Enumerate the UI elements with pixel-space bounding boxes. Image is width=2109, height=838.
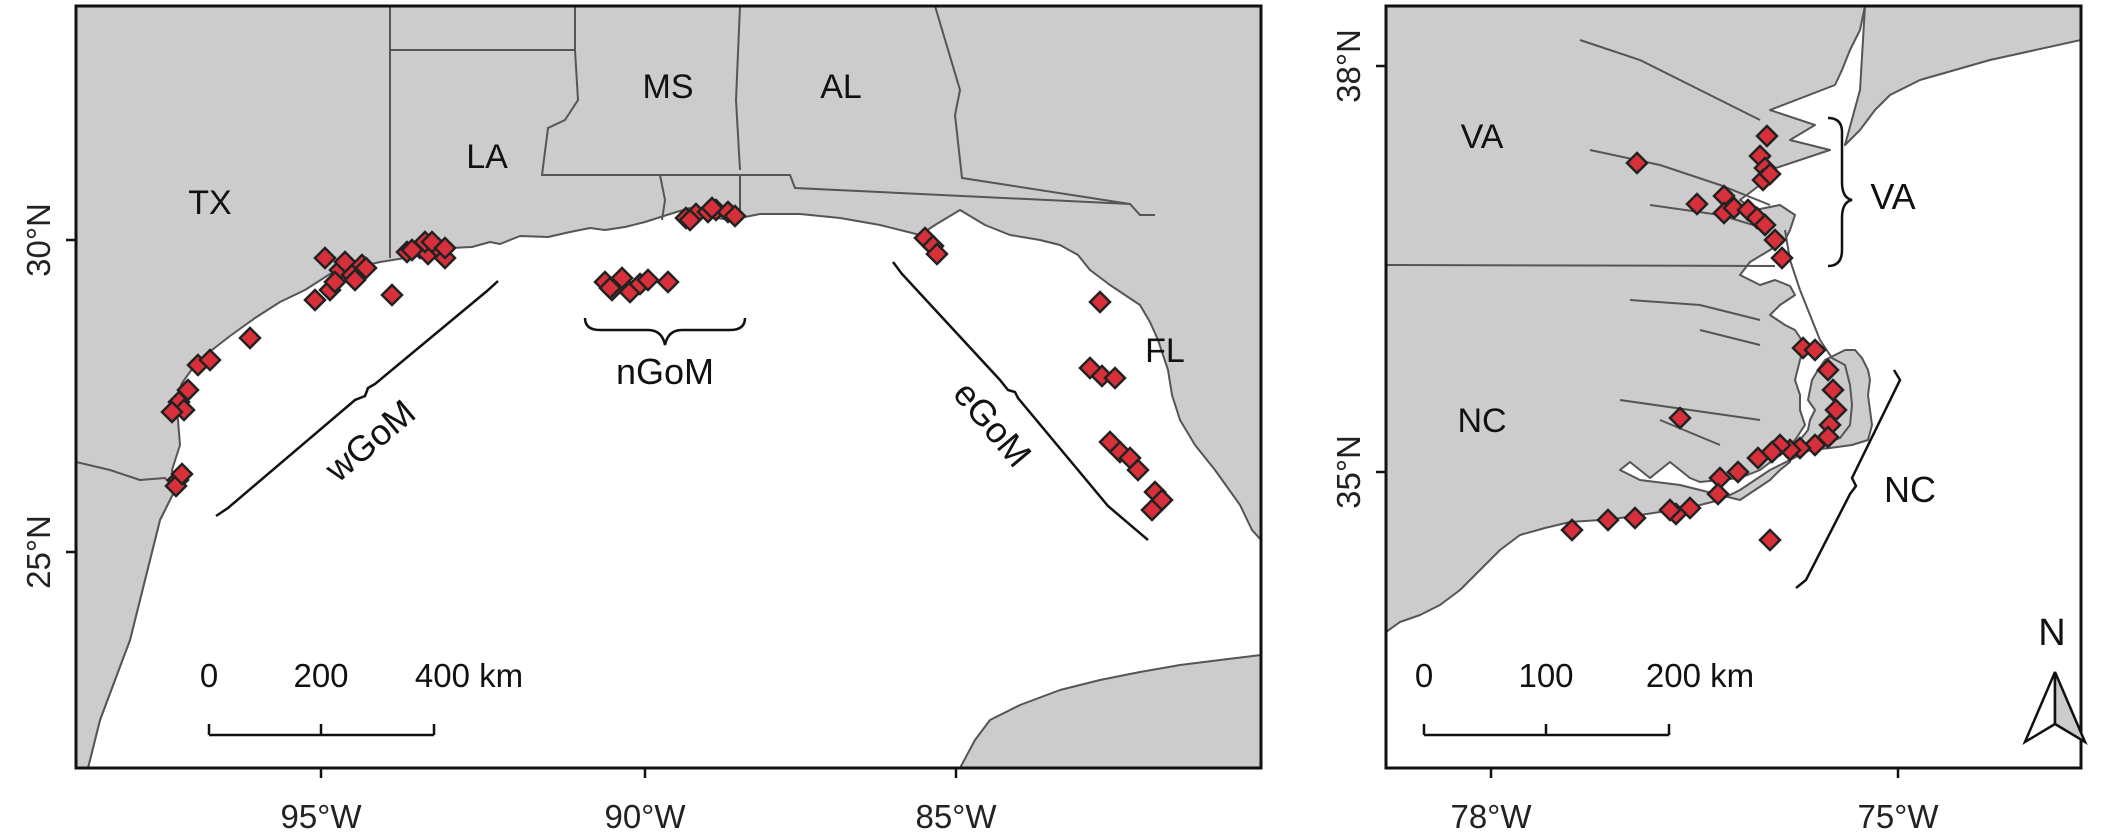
state-label-nc: NC bbox=[1457, 402, 1506, 440]
atlantic-map-frame bbox=[1384, 4, 2083, 770]
gulf-site-marker bbox=[700, 196, 724, 220]
lon-tick-78w: 78°W bbox=[1450, 798, 1532, 835]
brace-nc bbox=[1795, 369, 1902, 589]
lon-tick-95w: 95°W bbox=[280, 798, 362, 835]
atlantic-site-marker bbox=[1623, 506, 1647, 530]
atlantic-site-marker bbox=[1770, 246, 1794, 270]
scale-tick-100: 100 bbox=[1518, 657, 1573, 694]
mexico-land bbox=[76, 461, 176, 768]
atlantic-site-marker bbox=[1758, 528, 1782, 552]
gulf-site-marker bbox=[354, 256, 378, 280]
scale-tick-200: 200 bbox=[293, 657, 348, 694]
atlantic-site-marker bbox=[1560, 518, 1584, 542]
gulf-map: TX LA MS AL FL wGoM nGoM eGoM 0 200 400 … bbox=[20, 4, 1263, 835]
lat-tick-30n: 30°N bbox=[20, 203, 57, 277]
va-nc-land bbox=[1386, 6, 1873, 633]
cuba-land bbox=[959, 654, 1261, 768]
scale-tick-400: 400 km bbox=[415, 657, 523, 694]
atlantic-site-marker bbox=[1755, 124, 1779, 148]
atlantic-site-marker bbox=[1803, 433, 1827, 457]
scale-bar-atlantic: 0 100 200 km bbox=[1415, 657, 1754, 737]
gulf-site-marker bbox=[198, 348, 222, 372]
lat-tick-38n: 38°N bbox=[1330, 29, 1367, 103]
atlantic-site-markers bbox=[1560, 124, 1848, 552]
gulf-site-marker bbox=[678, 208, 702, 232]
gulf-site-marker bbox=[610, 266, 634, 290]
gulf-site-marker bbox=[400, 238, 424, 262]
brace-egom bbox=[892, 261, 1149, 541]
atlantic-site-marker bbox=[1763, 228, 1787, 252]
region-label-ngom: nGoM bbox=[616, 351, 714, 392]
state-label-al: AL bbox=[820, 68, 862, 106]
gulf-site-marker bbox=[160, 400, 184, 424]
delmarva-land bbox=[1844, 6, 2081, 146]
gulf-site-markers bbox=[160, 196, 1174, 522]
atlantic-site-marker bbox=[1821, 378, 1845, 402]
outer-banks bbox=[1784, 229, 1854, 446]
scale-tick-0: 0 bbox=[1415, 657, 1433, 694]
atlantic-site-marker bbox=[1706, 482, 1730, 506]
scale-tick-0: 0 bbox=[200, 657, 218, 694]
atlantic-site-marker bbox=[1596, 508, 1620, 532]
gulf-site-marker bbox=[323, 270, 347, 294]
gulf-site-marker bbox=[925, 242, 949, 266]
gulf-site-marker bbox=[433, 236, 457, 260]
gulf-site-marker bbox=[636, 268, 660, 292]
region-label-egom: eGoM bbox=[945, 373, 1039, 474]
atlantic-site-marker bbox=[1753, 213, 1777, 237]
scale-bar-gulf: 0 200 400 km bbox=[200, 657, 523, 737]
gulf-site-marker bbox=[303, 288, 327, 312]
rivers-nc bbox=[1619, 299, 1761, 446]
state-label-tx: TX bbox=[188, 184, 231, 222]
region-label-va: VA bbox=[1870, 176, 1915, 217]
brace-wgom bbox=[215, 280, 499, 518]
gulf-site-marker bbox=[238, 326, 262, 350]
gulf-site-marker bbox=[656, 270, 680, 294]
state-label-la: LA bbox=[466, 138, 508, 176]
state-borders-gulf bbox=[389, 6, 1155, 258]
gulf-site-marker bbox=[380, 283, 404, 307]
gulf-site-marker bbox=[170, 462, 194, 486]
atlantic-site-marker bbox=[1758, 162, 1782, 186]
atlantic-site-marker bbox=[1658, 498, 1682, 522]
gulf-site-marker bbox=[723, 204, 747, 228]
atlantic-map: VA NC VA NC 0 100 200 km N 38°N 35°N 78°… bbox=[1330, 4, 2088, 835]
atlantic-site-marker bbox=[1803, 338, 1827, 362]
region-label-wgom: wGoM bbox=[316, 391, 423, 490]
brace-ngom bbox=[583, 317, 747, 346]
lon-tick-75w: 75°W bbox=[1857, 798, 1939, 835]
lat-tick-25n: 25°N bbox=[20, 515, 57, 589]
gulf-map-frame bbox=[74, 4, 1263, 770]
atlantic-site-marker bbox=[1746, 446, 1770, 470]
gulf-site-marker bbox=[1103, 366, 1127, 390]
atlantic-site-marker bbox=[1726, 460, 1750, 484]
gulf-site-marker bbox=[313, 246, 337, 270]
atlantic-site-marker bbox=[1816, 358, 1840, 382]
gulf-site-marker bbox=[1088, 290, 1112, 314]
north-label: N bbox=[2038, 612, 2065, 654]
state-label-ms: MS bbox=[643, 68, 694, 106]
state-label-va: VA bbox=[1461, 118, 1504, 156]
gulf-site-marker bbox=[176, 378, 200, 402]
brace-va bbox=[1827, 116, 1853, 268]
atlantic-site-marker bbox=[1625, 151, 1649, 175]
lon-tick-85w: 85°W bbox=[915, 798, 997, 835]
va-nc-border bbox=[1386, 264, 1776, 267]
gulf-site-marker bbox=[598, 276, 622, 300]
atlantic-site-marker bbox=[1722, 196, 1746, 220]
gulf-site-marker bbox=[1140, 498, 1164, 522]
state-label-fl: FL bbox=[1145, 332, 1185, 370]
region-label-nc: NC bbox=[1884, 469, 1936, 510]
atlantic-site-marker bbox=[1668, 406, 1692, 430]
gulf-site-marker bbox=[1126, 458, 1150, 482]
gulf-site-marker bbox=[343, 268, 367, 292]
lon-tick-90w: 90°W bbox=[604, 798, 686, 835]
scale-tick-200: 200 km bbox=[1646, 657, 1754, 694]
north-arrow-icon: N bbox=[2022, 612, 2088, 746]
lat-tick-35n: 35°N bbox=[1330, 435, 1367, 509]
atlantic-site-marker bbox=[1685, 192, 1709, 216]
